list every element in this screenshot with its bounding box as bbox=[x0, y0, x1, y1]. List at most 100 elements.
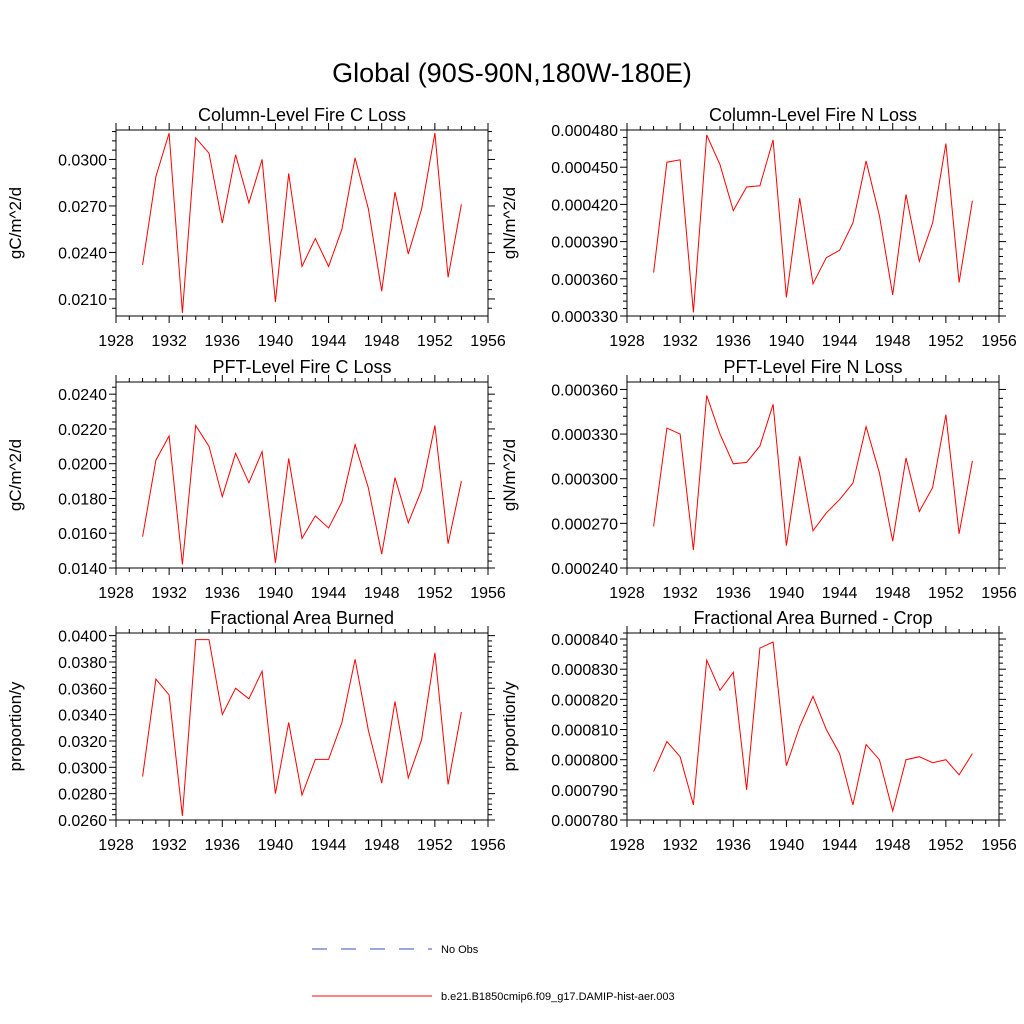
x-tick-label: 1944 bbox=[822, 837, 858, 854]
y-tick-label: 0.000790 bbox=[551, 783, 618, 800]
y-tick-label: 0.000270 bbox=[551, 516, 618, 533]
y-tick-label: 0.0220 bbox=[58, 422, 107, 439]
x-tick-label: 1940 bbox=[258, 585, 294, 602]
y-axis-label: gC/m^2/d bbox=[6, 439, 25, 511]
x-tick-label: 1936 bbox=[204, 837, 240, 854]
y-tick-label: 0.000840 bbox=[551, 632, 618, 649]
panel-title: Fractional Area Burned bbox=[210, 608, 394, 628]
x-tick-label: 1952 bbox=[928, 837, 964, 854]
x-tick-label: 1936 bbox=[204, 333, 240, 350]
y-tick-label: 0.0140 bbox=[58, 561, 107, 578]
y-tick-label: 0.0360 bbox=[58, 681, 107, 698]
y-tick-label: 0.000820 bbox=[551, 692, 618, 709]
x-tick-label: 1952 bbox=[417, 837, 453, 854]
legend-entry-run: b.e21.B1850cmip6.f09_g17.DAMIP-hist-aer.… bbox=[312, 991, 675, 1003]
x-tick-label: 1932 bbox=[662, 837, 698, 854]
x-tick-label: 1952 bbox=[417, 333, 453, 350]
x-tick-label: 1932 bbox=[662, 585, 698, 602]
x-tick-label: 1952 bbox=[928, 333, 964, 350]
y-tick-label: 0.000420 bbox=[551, 197, 618, 214]
y-tick-label: 0.000830 bbox=[551, 662, 618, 679]
x-tick-label: 1932 bbox=[662, 333, 698, 350]
y-tick-label: 0.0160 bbox=[58, 526, 107, 543]
y-tick-label: 0.0240 bbox=[58, 245, 107, 262]
x-tick-label: 1956 bbox=[981, 837, 1017, 854]
x-tick-label: 1956 bbox=[981, 333, 1017, 350]
x-tick-label: 1956 bbox=[981, 585, 1017, 602]
y-tick-label: 0.000810 bbox=[551, 723, 618, 740]
x-tick-label: 1956 bbox=[470, 333, 506, 350]
x-tick-label: 1944 bbox=[311, 837, 347, 854]
y-tick-label: 0.0240 bbox=[58, 387, 107, 404]
x-tick-label: 1936 bbox=[204, 585, 240, 602]
series-line-1 bbox=[653, 134, 973, 313]
x-tick-label: 1932 bbox=[151, 333, 187, 350]
x-tick-label: 1956 bbox=[470, 837, 506, 854]
series-line-1 bbox=[653, 395, 973, 551]
legend: No Obs b.e21.B1850cmip6.f09_g17.DAMIP-hi… bbox=[312, 944, 675, 1003]
x-tick-label: 1956 bbox=[470, 585, 506, 602]
x-tick-label: 1932 bbox=[151, 585, 187, 602]
chart-panel-6: Fractional Area Burned - Crop proportion/… bbox=[500, 608, 1017, 854]
chart-panel-3: PFT-Level Fire C Loss gC/m^2/d 1928 1932 193… bbox=[6, 357, 506, 602]
y-tick-label: 0.000800 bbox=[551, 753, 618, 770]
y-tick-label: 0.000300 bbox=[551, 472, 618, 489]
y-tick-label: 0.000360 bbox=[551, 272, 618, 289]
x-tick-label: 1928 bbox=[98, 333, 134, 350]
y-tick-label: 0.0180 bbox=[58, 491, 107, 508]
y-tick-label: 0.0300 bbox=[58, 760, 107, 777]
panels: Column-Level Fire C Loss gC/m^2/d 1928 1932… bbox=[6, 105, 1017, 854]
series-line-1 bbox=[142, 424, 462, 565]
plot-frame bbox=[115, 381, 489, 569]
x-tick-label: 1936 bbox=[715, 837, 751, 854]
x-tick-label: 1944 bbox=[311, 333, 347, 350]
panel-title: Column-Level Fire N Loss bbox=[709, 105, 917, 125]
y-tick-label: 0.0300 bbox=[58, 152, 107, 169]
y-tick-label: 0.000330 bbox=[551, 427, 618, 444]
x-tick-label: 1940 bbox=[769, 585, 805, 602]
legend-entry-no-obs: No Obs bbox=[312, 944, 479, 956]
y-axis-label: proportion/y bbox=[6, 681, 25, 771]
y-tick-label: 0.000480 bbox=[551, 123, 618, 140]
y-tick-label: 0.000240 bbox=[551, 561, 618, 578]
y-axis-label: gN/m^2/d bbox=[500, 439, 519, 511]
y-tick-label: 0.000780 bbox=[551, 813, 618, 830]
x-tick-label: 1944 bbox=[311, 585, 347, 602]
x-tick-label: 1932 bbox=[151, 837, 187, 854]
chart-panel-1: Column-Level Fire C Loss gC/m^2/d 1928 1932… bbox=[6, 105, 506, 350]
panel-title: PFT-Level Fire N Loss bbox=[723, 357, 902, 377]
x-tick-label: 1948 bbox=[364, 585, 400, 602]
y-tick-label: 0.0210 bbox=[58, 292, 107, 309]
plot-frame bbox=[626, 632, 1000, 821]
y-tick-label: 0.0270 bbox=[58, 199, 107, 216]
y-tick-label: 0.0320 bbox=[58, 734, 107, 751]
y-tick-label: 0.0280 bbox=[58, 787, 107, 804]
x-tick-label: 1952 bbox=[928, 585, 964, 602]
y-tick-label: 0.0340 bbox=[58, 708, 107, 725]
x-tick-label: 1948 bbox=[875, 333, 911, 350]
chart-panel-2: Column-Level Fire N Loss gN/m^2/d 1928 1932… bbox=[500, 105, 1017, 350]
y-axis-label: gC/m^2/d bbox=[6, 187, 25, 259]
figure-title: Global (90S-90N,180W-180E) bbox=[332, 58, 692, 88]
y-axis-label: gN/m^2/d bbox=[500, 187, 519, 259]
chart-panel-4: PFT-Level Fire N Loss gN/m^2/d 1928 1932 193… bbox=[500, 357, 1017, 602]
y-tick-label: 0.0380 bbox=[58, 655, 107, 672]
x-tick-label: 1928 bbox=[609, 585, 645, 602]
y-tick-label: 0.0400 bbox=[58, 629, 107, 646]
series-line-1 bbox=[653, 641, 973, 813]
x-tick-label: 1944 bbox=[822, 333, 858, 350]
y-axis-label: proportion/y bbox=[500, 681, 519, 771]
legend-label-run: b.e21.B1850cmip6.f09_g17.DAMIP-hist-aer.… bbox=[441, 991, 675, 1003]
x-tick-label: 1936 bbox=[715, 585, 751, 602]
x-tick-label: 1944 bbox=[822, 585, 858, 602]
x-tick-label: 1928 bbox=[609, 333, 645, 350]
chart-panel-5: Fractional Area Burned proportion/y 1928 19… bbox=[6, 608, 506, 854]
plot-frame bbox=[626, 381, 1000, 569]
panel-title: PFT-Level Fire C Loss bbox=[212, 357, 391, 377]
x-tick-label: 1948 bbox=[875, 585, 911, 602]
plot-frame bbox=[115, 632, 489, 821]
y-tick-label: 0.000390 bbox=[551, 235, 618, 252]
x-tick-label: 1948 bbox=[875, 837, 911, 854]
x-tick-label: 1936 bbox=[715, 333, 751, 350]
y-tick-label: 0.000330 bbox=[551, 309, 618, 326]
